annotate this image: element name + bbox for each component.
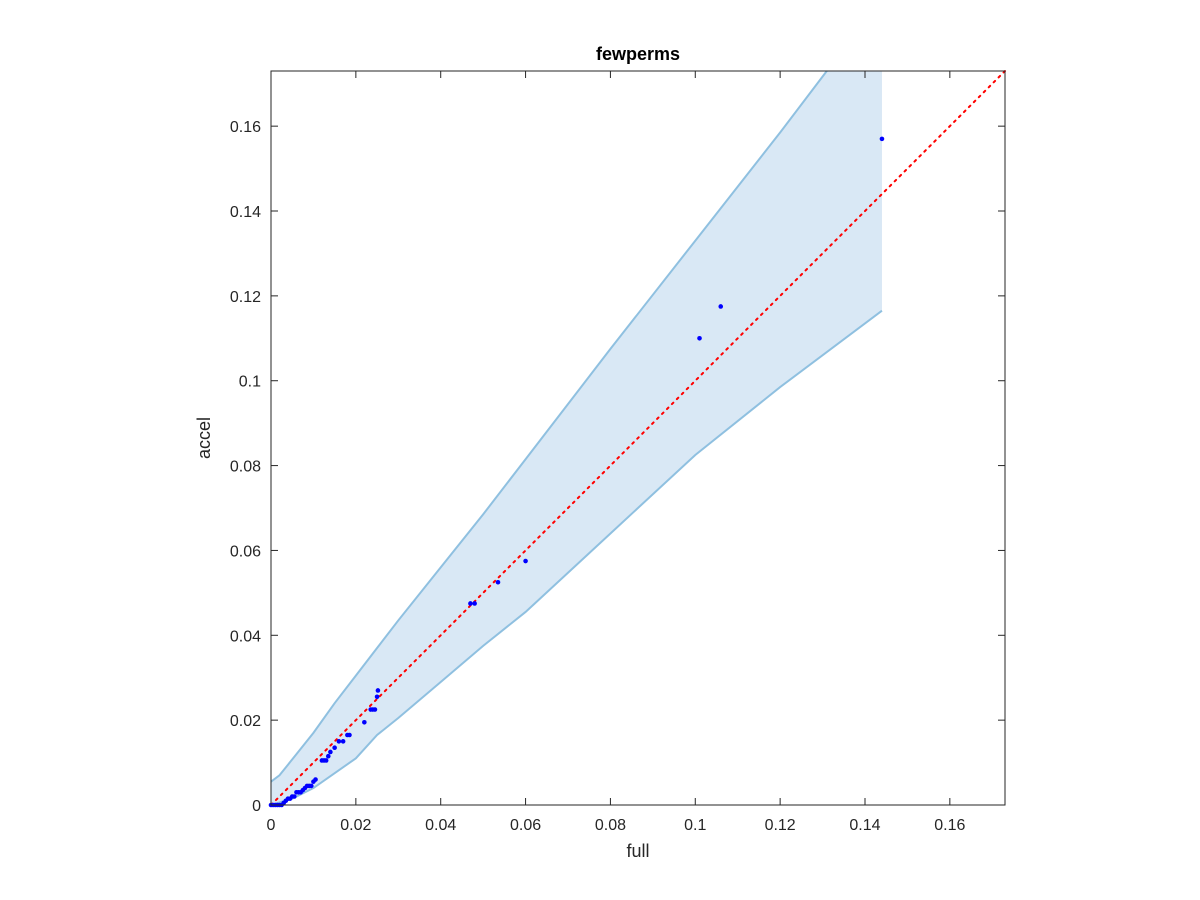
x-axis-label: full <box>626 841 649 861</box>
x-tick-label: 0.08 <box>595 817 626 834</box>
x-tick-label: 0.12 <box>765 817 796 834</box>
band-fill <box>271 71 882 805</box>
data-points <box>268 136 885 808</box>
data-point <box>340 739 346 744</box>
y-tick-label: 0.08 <box>230 459 261 476</box>
data-point <box>718 304 724 309</box>
data-point <box>323 758 329 763</box>
data-point <box>292 794 297 799</box>
reference-line <box>270 70 1006 806</box>
y-tick-label: 0.12 <box>230 289 261 306</box>
data-point <box>523 558 528 564</box>
data-point <box>697 335 702 341</box>
y-tick-label: 0.1 <box>239 374 261 391</box>
data-point <box>336 739 342 744</box>
x-tick-label: 0.02 <box>340 817 371 834</box>
x-tick-label: 0 <box>267 817 276 834</box>
data-point <box>879 136 885 142</box>
band-lower-edge <box>270 309 883 806</box>
data-point <box>362 719 367 725</box>
y-tick-label: 0.16 <box>230 119 261 136</box>
data-point <box>472 601 477 606</box>
x-tick-label: 0.16 <box>934 817 965 834</box>
confidence-band <box>270 70 883 806</box>
x-tick-label: 0.06 <box>510 817 541 834</box>
data-point <box>374 694 380 700</box>
reference-line-layer <box>270 70 1006 806</box>
data-point <box>313 777 318 782</box>
x-tick-label: 0.1 <box>684 817 706 834</box>
data-point <box>332 745 337 751</box>
y-tick-label: 0.02 <box>230 713 261 730</box>
band-upper-edge <box>270 70 828 783</box>
data-point <box>375 688 381 693</box>
data-point <box>468 601 473 606</box>
data-point <box>328 749 333 755</box>
data-point <box>309 783 314 789</box>
plot-frame <box>270 70 1006 806</box>
chart-title: fewperms <box>596 44 680 64</box>
data-point <box>347 732 352 738</box>
data-point <box>495 579 501 585</box>
y-tick-label: 0.04 <box>230 628 261 645</box>
data-point <box>325 753 331 759</box>
x-tick-label: 0.14 <box>849 817 880 834</box>
y-tick-label: 0.06 <box>230 543 261 560</box>
data-point <box>372 707 378 712</box>
x-tick-label: 0.04 <box>425 817 456 834</box>
axis-ticks: 0 0.02 0.04 0.06 0.08 0.1 0.12 0.14 0.16 0 0.02 0.0… <box>230 71 1005 834</box>
y-tick-label: 0 <box>252 798 261 815</box>
y-axis-label: accel <box>194 417 214 459</box>
y-tick-label: 0.14 <box>230 204 261 221</box>
